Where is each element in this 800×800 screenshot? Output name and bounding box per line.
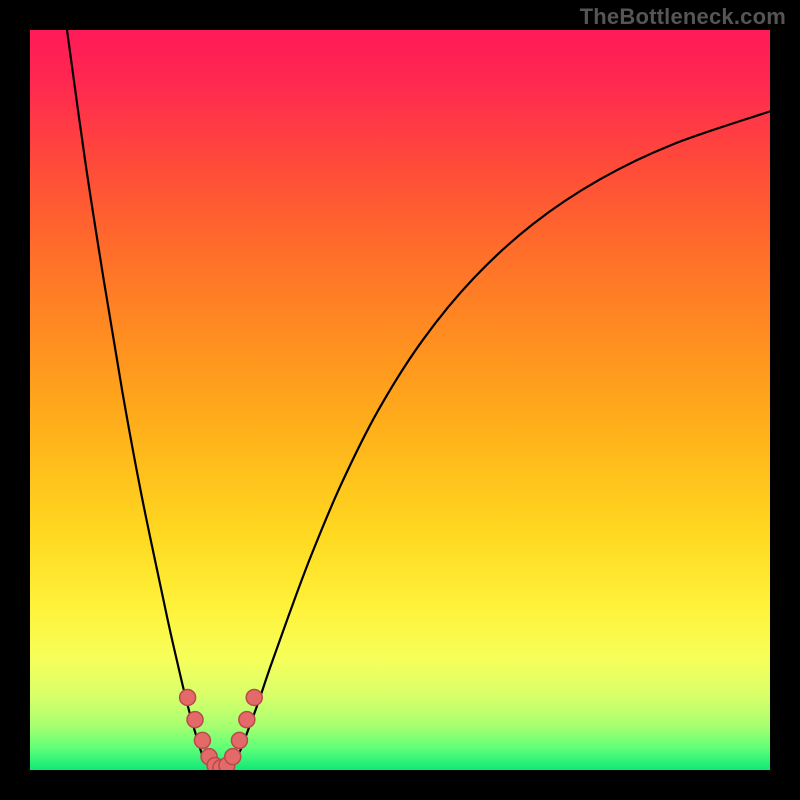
marker-point [180, 689, 196, 705]
watermark-text: TheBottleneck.com [580, 4, 786, 30]
plot-background [30, 30, 770, 770]
marker-point [187, 712, 203, 728]
marker-point [225, 749, 241, 765]
marker-point [231, 732, 247, 748]
marker-point [239, 712, 255, 728]
marker-point [246, 689, 262, 705]
bottleneck-plot [30, 30, 770, 770]
marker-point [194, 732, 210, 748]
chart-stage: TheBottleneck.com [0, 0, 800, 800]
